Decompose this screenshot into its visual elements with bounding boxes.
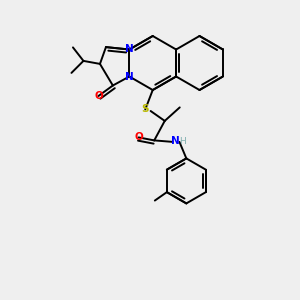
Text: N: N <box>125 44 134 55</box>
Text: O: O <box>134 132 143 142</box>
Text: N: N <box>171 136 180 146</box>
Text: H: H <box>179 137 186 146</box>
Text: N: N <box>125 71 134 82</box>
Text: O: O <box>94 91 103 101</box>
Text: S: S <box>142 104 149 115</box>
